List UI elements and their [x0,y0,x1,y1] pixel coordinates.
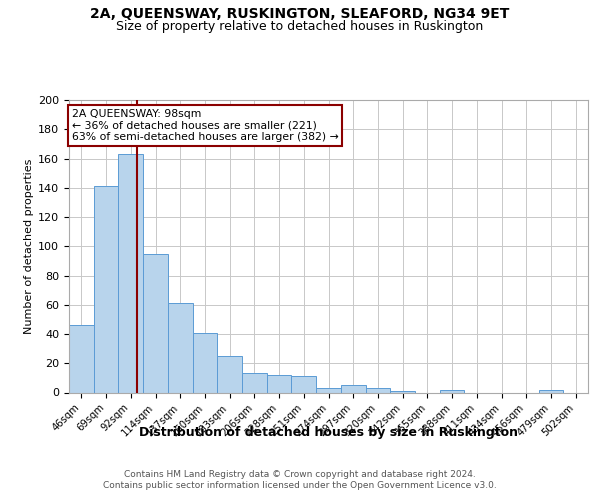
Text: 2A, QUEENSWAY, RUSKINGTON, SLEAFORD, NG34 9ET: 2A, QUEENSWAY, RUSKINGTON, SLEAFORD, NG3… [91,8,509,22]
Bar [341,385,365,392]
Bar [193,332,217,392]
Bar [539,390,563,392]
Bar [390,391,415,392]
Bar [365,388,390,392]
Bar [94,186,118,392]
Bar [292,376,316,392]
Bar [217,356,242,393]
Text: 2A QUEENSWAY: 98sqm
← 36% of detached houses are smaller (221)
63% of semi-detac: 2A QUEENSWAY: 98sqm ← 36% of detached ho… [71,109,338,142]
Text: Distribution of detached houses by size in Ruskington: Distribution of detached houses by size … [139,426,518,439]
Bar [316,388,341,392]
Y-axis label: Number of detached properties: Number of detached properties [24,158,34,334]
Text: Contains HM Land Registry data © Crown copyright and database right 2024.: Contains HM Land Registry data © Crown c… [124,470,476,479]
Text: Size of property relative to detached houses in Ruskington: Size of property relative to detached ho… [116,20,484,33]
Bar [168,304,193,392]
Text: Contains public sector information licensed under the Open Government Licence v3: Contains public sector information licen… [103,481,497,490]
Bar [242,374,267,392]
Bar [69,325,94,392]
Bar [143,254,168,392]
Bar [118,154,143,392]
Bar [267,375,292,392]
Bar [440,390,464,392]
